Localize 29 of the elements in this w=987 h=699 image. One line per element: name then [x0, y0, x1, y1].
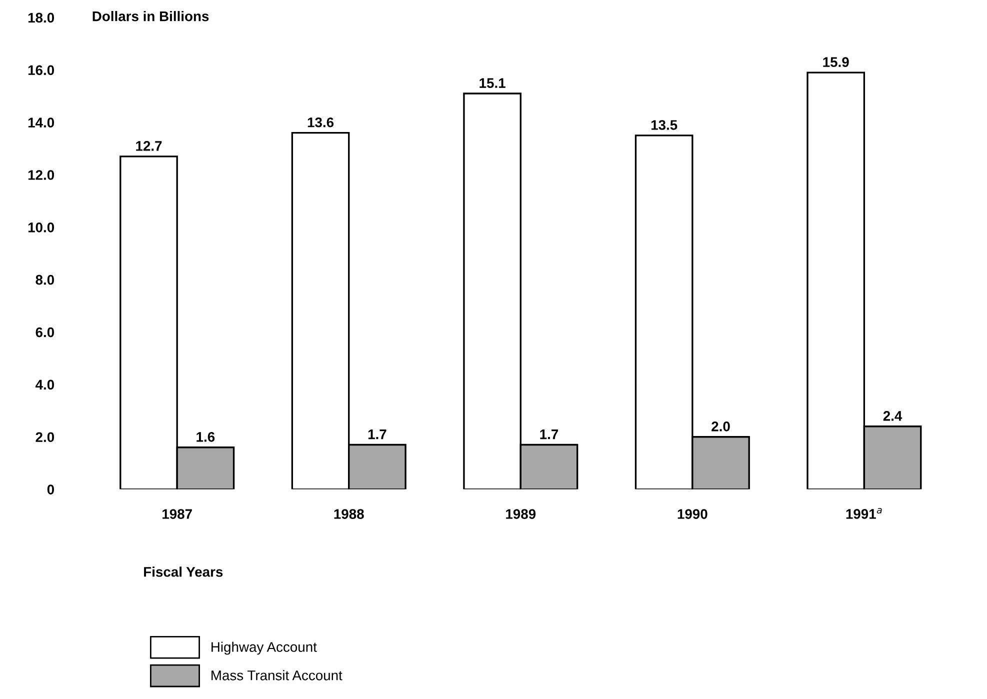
data-label: 15.9: [823, 57, 849, 67]
data-label: 1.6: [196, 432, 215, 442]
legend-label: Mass Transit Account: [212, 670, 342, 680]
y-tick-label: 2.0: [36, 432, 54, 442]
y-tick-label: 6.0: [36, 327, 54, 338]
x-tick-label: 1991$^{a}$: [846, 508, 882, 519]
x-axis-title: Fiscal Years: [144, 566, 223, 577]
y-tick-label: 4.0: [35, 380, 54, 390]
x-tick-label: 1990: [678, 509, 708, 519]
y-tick-label: 14.0: [28, 118, 54, 128]
y-axis-title: Dollars in Billions: [92, 11, 209, 22]
data-label: 13.6: [308, 117, 334, 128]
y-tick-label: 10.0: [28, 222, 54, 232]
x-tick-label: 1989: [506, 509, 536, 519]
y-tick-label: 18.0: [28, 12, 54, 23]
legend-label: Highway Account: [212, 642, 317, 655]
y-tick-label: 12.0: [28, 170, 54, 180]
data-label: 2.4: [883, 411, 902, 421]
data-label: 12.7: [136, 141, 162, 151]
y-tick-label: 8.0: [36, 274, 54, 285]
data-label: 2.0: [712, 422, 730, 432]
data-label: 1.7: [540, 430, 558, 440]
x-tick-label: 1988: [334, 509, 364, 519]
data-label: 15.1: [480, 78, 506, 88]
x-tick-label: 1987: [162, 509, 192, 519]
data-label: 13.5: [651, 120, 678, 130]
y-tick-label: 16.0: [28, 65, 54, 76]
y-tick-label: 0: [47, 484, 54, 494]
data-label: 1.7: [368, 430, 386, 440]
